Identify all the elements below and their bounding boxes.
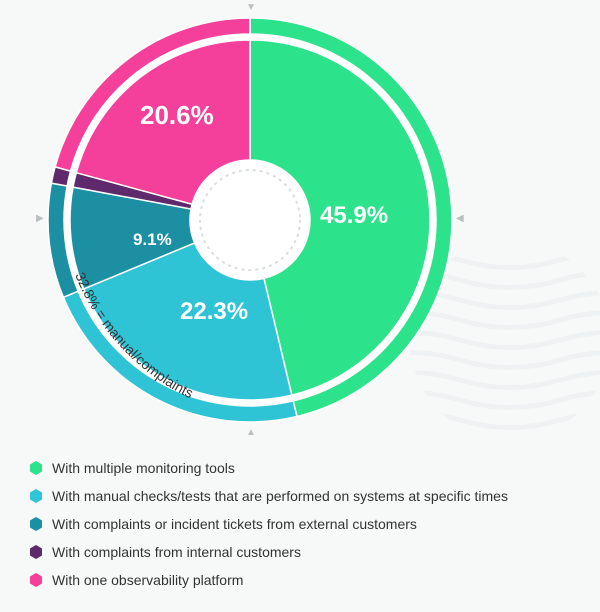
legend-item: With manual checks/tests that are perfor… <box>30 488 570 504</box>
legend-label: With complaints from internal customers <box>52 544 301 560</box>
legend-label: With manual checks/tests that are perfor… <box>52 488 508 504</box>
legend-item: With one observability platform <box>30 572 570 588</box>
legend-label: With multiple monitoring tools <box>52 460 235 476</box>
legend-item: With complaints or incident tickets from… <box>30 516 570 532</box>
hexagon-icon <box>30 573 42 587</box>
hexagon-icon <box>30 489 42 503</box>
legend-label: With complaints or incident tickets from… <box>52 516 417 532</box>
legend-label: With one observability platform <box>52 572 243 588</box>
legend: With multiple monitoring tools With manu… <box>30 460 570 600</box>
hexagon-icon <box>30 461 42 475</box>
hexagon-icon <box>30 545 42 559</box>
legend-item: With multiple monitoring tools <box>30 460 570 476</box>
chart-stage: 45.9% 22.3% 9.1% 20.6% 32.8% = manual/co… <box>0 0 600 612</box>
legend-item: With complaints from internal customers <box>30 544 570 560</box>
donut-chart: 45.9% 22.3% 9.1% 20.6% 32.8% = manual/co… <box>30 0 470 440</box>
hexagon-icon <box>30 517 42 531</box>
